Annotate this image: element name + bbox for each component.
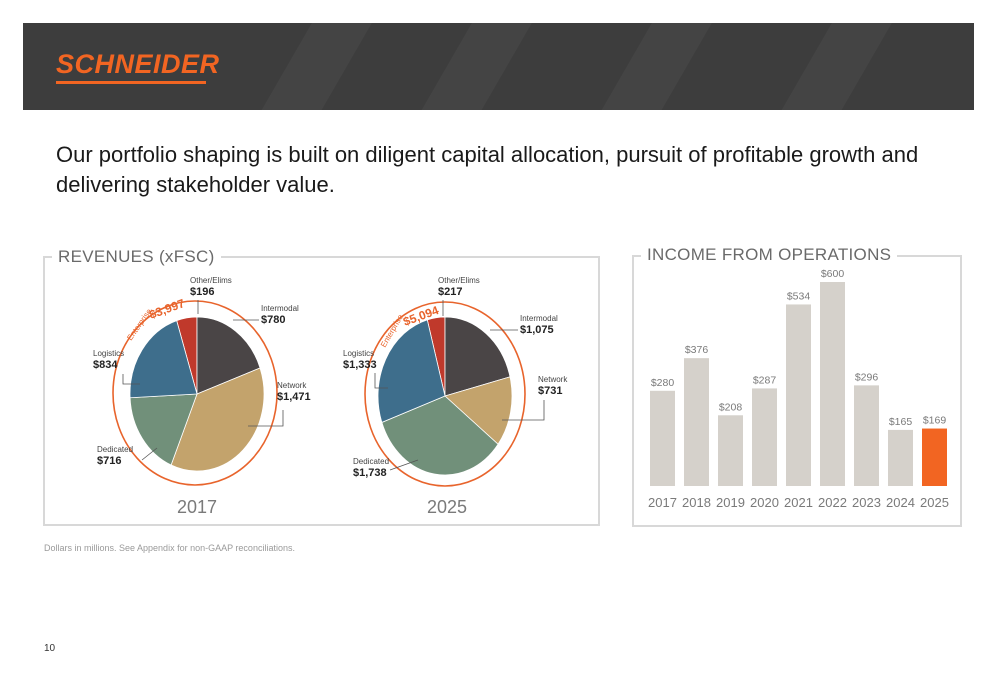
pie-slice-intermodal [444,316,511,397]
slice-value-logistics: $834 [93,359,118,371]
bar-value-label-2019: $208 [719,401,743,413]
slice-name-network: Network [538,375,568,384]
page-number: 10 [44,643,56,654]
x-tick-label-2020: 2020 [750,495,779,510]
pie-slice-dedicated [129,393,198,466]
pie-year-label: 2025 [427,497,467,517]
revenues-panel [43,256,600,526]
bar-2020 [752,388,777,486]
bar-value-label-2024: $165 [889,416,913,428]
slice-value-intermodal: $780 [261,314,285,326]
bar-2019 [718,415,743,486]
pie-chart-2025: Other/Elims$217 Intermodal$1,075 Network$7… [343,276,568,517]
x-tick-label-2021: 2021 [784,495,813,510]
pie-year-label: 2017 [177,497,217,517]
slice-value-other-elims: $217 [438,286,462,298]
slice-name-logistics: Logistics [343,349,374,358]
enterprise-total-group: $3,997 [147,296,187,322]
bar-2022 [820,282,845,486]
pie-slice-network [170,367,265,472]
leader-line-dedicated [389,459,419,471]
slice-name-dedicated: Dedicated [353,457,389,466]
bar-2025 [922,428,947,486]
slice-value-network: $731 [538,385,562,397]
x-tick-label-2022: 2022 [818,495,847,510]
pie-chart-2017: Other/Elims$196 Intermodal$780 Network$1,4… [93,276,311,517]
enterprise-ring [364,301,526,487]
x-tick-label-2025: 2025 [920,495,949,510]
slice-name-dedicated: Dedicated [97,445,133,454]
revenues-title: REVENUES (xFSC) [52,247,221,267]
slice-value-network: $1,471 [277,391,311,403]
bar-value-label-2023: $296 [855,371,879,383]
pie-slice-dedicated [381,395,499,476]
leader-line-logistics [122,374,140,385]
slice-value-dedicated: $716 [97,455,121,467]
x-tick-label-2018: 2018 [682,495,711,510]
page-headline: Our portfolio shaping is built on dilige… [56,142,919,197]
enterprise-total: $3,997 [147,296,187,322]
bar-2024 [888,429,913,486]
bar-value-label-2021: $534 [787,290,811,302]
bar-value-label-2020: $287 [753,374,777,386]
slice-value-dedicated: $1,738 [353,467,387,479]
x-tick-label-2023: 2023 [852,495,881,510]
leader-line-network [248,410,284,427]
slice-value-logistics: $1,333 [343,359,377,371]
slice-value-other-elims: $196 [190,286,214,298]
enterprise-ring [112,300,278,486]
logo-underline [56,81,206,84]
slice-name-network: Network [277,381,307,390]
income-bar-chart: $280 2017 $376 2018 $208 2019 $287 2020 $534 2021… [648,268,949,510]
leader-line-logistics [374,373,388,389]
slice-name-other-elims: Other/Elims [190,276,232,285]
bar-value-label-2025: $169 [923,415,947,427]
income-title: INCOME FROM OPERATIONS [641,245,898,265]
leader-line-network [502,400,545,421]
slice-name-intermodal: Intermodal [261,304,299,313]
slice-name-intermodal: Intermodal [520,314,558,323]
schneider-logo: SCHNEIDER [56,49,220,79]
x-tick-label-2024: 2024 [886,495,915,510]
slice-name-other-elims: Other/Elims [438,276,480,285]
pie-slice-network [444,376,513,445]
bar-2017 [650,390,675,486]
slice-value-intermodal: $1,075 [520,324,554,336]
bar-value-label-2017: $280 [651,377,675,389]
bar-value-label-2022: $600 [821,268,845,280]
header-banner: SCHNEIDER [23,23,974,110]
x-tick-label-2019: 2019 [716,495,745,510]
bar-value-label-2018: $376 [685,344,709,356]
pie-slice-logistics [377,319,446,423]
x-tick-label-2017: 2017 [648,495,677,510]
slice-name-logistics: Logistics [93,349,124,358]
footnote: Dollars in millions. See Appendix for no… [44,543,295,553]
leader-line-dedicated [141,447,158,461]
bar-2023 [854,385,879,486]
bar-2018 [684,358,709,486]
pie-slice-logistics [129,320,198,399]
pie-slice-intermodal [196,316,261,395]
bar-2021 [786,304,811,486]
